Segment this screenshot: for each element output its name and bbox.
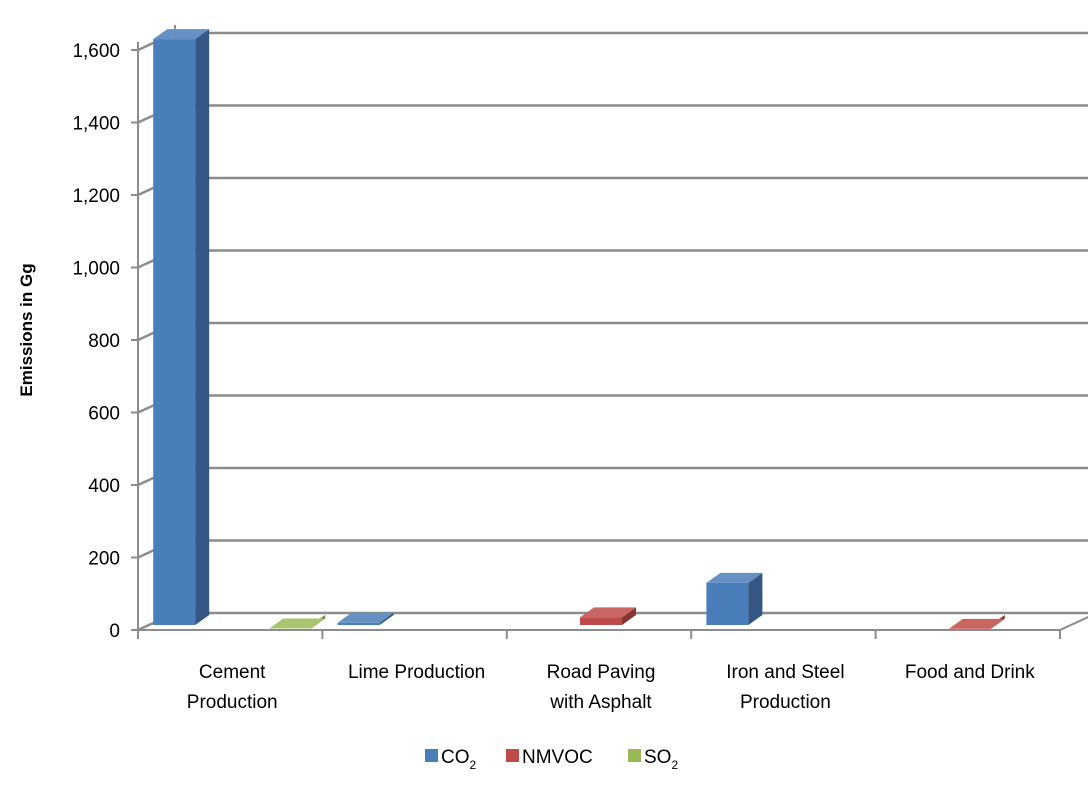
y-tick-label: 0	[109, 621, 120, 642]
y-tick-label: 400	[88, 476, 120, 497]
legend: CO2 NMVOC SO2	[425, 747, 678, 772]
legend-swatch	[425, 749, 438, 762]
category-label: Lime Production	[348, 662, 485, 683]
legend-item: SO2	[628, 747, 678, 772]
y-axis-label: Emissions in Gg	[17, 263, 36, 396]
y-tick-label: 1,200	[72, 186, 120, 207]
gridline	[137, 249, 1088, 269]
bar	[706, 572, 763, 625]
axes	[131, 25, 1061, 639]
gridlines	[137, 31, 1088, 632]
legend-label: NMVOC	[522, 747, 593, 768]
gridline	[137, 539, 1088, 559]
gridline	[137, 394, 1088, 414]
bar	[580, 607, 636, 625]
category-label: Food and Drink	[905, 662, 1035, 683]
legend-item: CO2	[425, 747, 477, 772]
gridline	[137, 321, 1088, 342]
category-label: Road Paving with Asphalt	[547, 662, 656, 713]
y-tick-label: 200	[88, 549, 120, 570]
legend-item: NMVOC	[506, 747, 593, 768]
gridline	[137, 104, 1088, 124]
bar	[948, 615, 1005, 629]
legend-label: SO2	[644, 747, 678, 772]
y-tick-label: 600	[88, 404, 120, 425]
gridline	[137, 466, 1088, 487]
legend-swatch	[628, 749, 641, 762]
y-tick-label: 1,600	[72, 41, 120, 62]
gridline	[137, 31, 1088, 52]
legend-swatch	[506, 749, 519, 762]
category-label: Cement Production	[187, 662, 278, 713]
category-labels: Cement Production Lime Production Road Pavi…	[187, 662, 1035, 713]
y-tick-label: 1,000	[72, 259, 120, 280]
bar	[153, 29, 210, 625]
y-tick-label: 1,400	[72, 114, 120, 135]
category-label: Iron and Steel Production	[726, 662, 844, 713]
bar	[337, 612, 394, 625]
y-tick-label: 800	[88, 331, 120, 352]
bar	[269, 615, 326, 629]
gridline	[137, 176, 1088, 197]
y-tick-labels: 0 200 400 600 800 1,000 1,200 1,400 1,600	[72, 41, 120, 642]
legend-label: CO2	[441, 747, 477, 772]
bars	[153, 29, 1005, 629]
